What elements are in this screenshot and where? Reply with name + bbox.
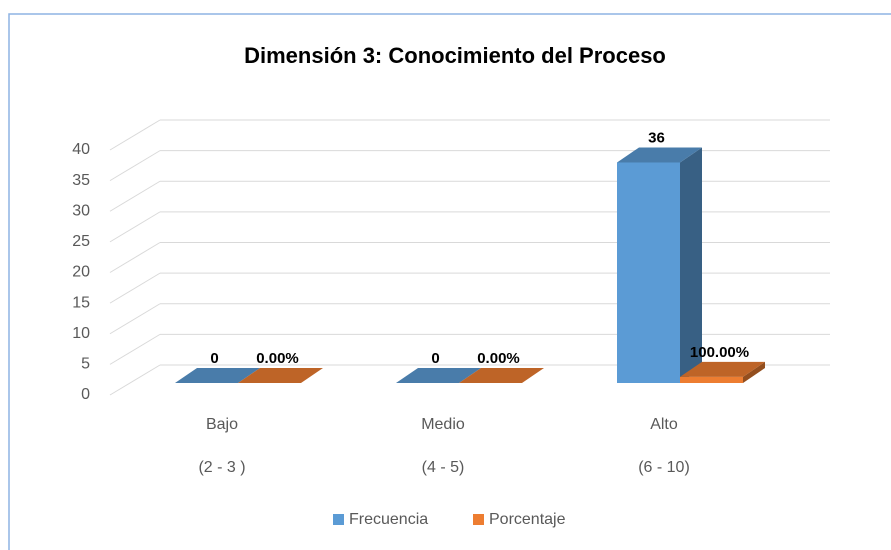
x-tick-label: Alto: [650, 416, 678, 433]
grid-line: [109, 150, 161, 182]
grid-line: [109, 180, 161, 212]
bar-front: [617, 162, 680, 383]
y-tick-label: 5: [81, 356, 90, 373]
data-label: 0.00%: [477, 350, 520, 367]
data-label: 0: [431, 350, 439, 367]
chart-title: Dimensión 3: Conocimiento del Proceso: [244, 43, 666, 68]
legend-label: Porcentaje: [489, 511, 566, 528]
bar-top: [459, 368, 544, 383]
data-label: 0.00%: [256, 350, 299, 367]
bar-top: [175, 368, 260, 383]
y-tick-label: 20: [72, 264, 90, 281]
y-tick-label: 25: [72, 233, 90, 250]
bar-top: [617, 147, 702, 163]
x-tick-sublabel: (6 - 10): [638, 459, 690, 476]
grid-line: [109, 211, 161, 243]
data-label: 36: [648, 129, 665, 146]
grid-line: [109, 333, 161, 365]
grid-line: [109, 364, 161, 396]
grid-line: [109, 119, 161, 151]
y-tick-label: 40: [72, 141, 90, 158]
bar-side: [743, 361, 765, 383]
data-label: 0: [210, 350, 218, 367]
grid-line: [109, 303, 161, 335]
y-tick-label: 35: [72, 172, 90, 189]
x-tick-label: Medio: [421, 416, 465, 433]
y-tick-label: 0: [81, 386, 90, 403]
data-label: 100.00%: [690, 344, 749, 361]
legend-label: Frecuencia: [349, 511, 428, 528]
y-tick-label: 10: [72, 325, 90, 342]
y-tick-label: 30: [72, 202, 90, 219]
x-tick-label: Bajo: [206, 416, 238, 433]
x-tick-sublabel: (4 - 5): [422, 459, 465, 476]
bar-front: [680, 376, 743, 383]
bar-top: [238, 368, 323, 383]
grid-line: [109, 272, 161, 304]
bar-side: [680, 147, 702, 383]
chart-frame: [8, 13, 891, 550]
y-tick-label: 15: [72, 294, 90, 311]
grid-line: [109, 242, 161, 273]
x-tick-sublabel: (2 - 3 ): [198, 459, 245, 476]
legend-swatch: [473, 514, 484, 525]
bar-top: [680, 361, 765, 377]
bar-top: [396, 368, 481, 383]
legend-swatch: [333, 514, 344, 525]
